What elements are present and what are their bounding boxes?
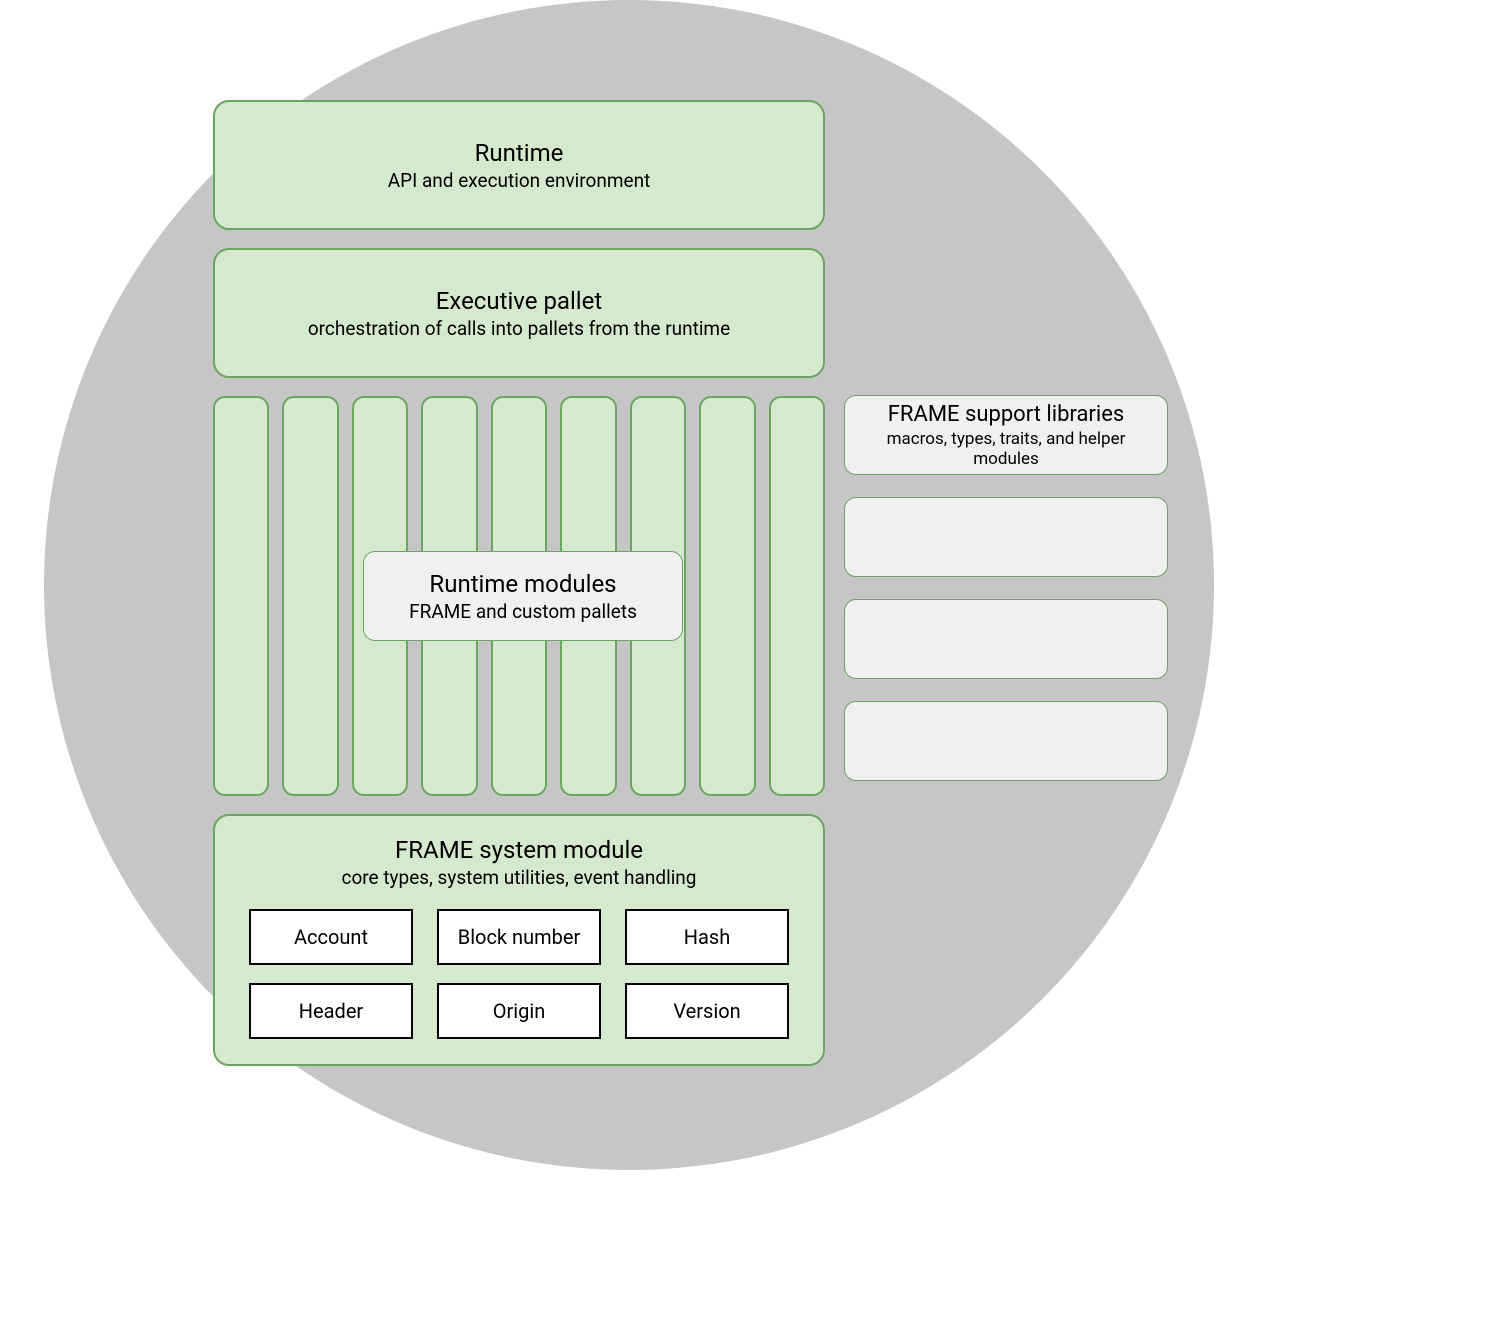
support-title: FRAME support libraries xyxy=(888,402,1125,427)
support-box xyxy=(844,599,1168,679)
support-box-main: FRAME support librariesmacros, types, tr… xyxy=(844,395,1168,475)
system-box: FRAME system module core types, system u… xyxy=(213,814,825,1066)
module-pillar xyxy=(213,396,269,796)
system-item: Origin xyxy=(437,983,601,1039)
support-subtitle: macros, types, traits, and helper module… xyxy=(857,429,1155,469)
modules-title: Runtime modules xyxy=(429,570,616,598)
system-item: Account xyxy=(249,909,413,965)
system-subtitle: core types, system utilities, event hand… xyxy=(342,866,697,889)
executive-title: Executive pallet xyxy=(436,287,602,315)
modules-subtitle: FRAME and custom pallets xyxy=(409,600,637,623)
system-title: FRAME system module xyxy=(395,836,643,864)
module-pillar xyxy=(282,396,338,796)
system-item: Header xyxy=(249,983,413,1039)
system-grid: Account Block number Hash Header Origin Versi… xyxy=(215,909,823,1067)
runtime-subtitle: API and execution environment xyxy=(388,169,651,192)
runtime-title: Runtime xyxy=(475,139,564,167)
system-item: Block number xyxy=(437,909,601,965)
system-item: Hash xyxy=(625,909,789,965)
runtime-box: Runtime API and execution environment xyxy=(213,100,825,230)
support-box xyxy=(844,701,1168,781)
modules-overlay: Runtime modules FRAME and custom pallets xyxy=(363,551,683,641)
module-pillar xyxy=(699,396,755,796)
support-box xyxy=(844,497,1168,577)
executive-box: Executive pallet orchestration of calls … xyxy=(213,248,825,378)
module-pillar xyxy=(769,396,825,796)
executive-subtitle: orchestration of calls into pallets from… xyxy=(308,317,730,340)
system-item: Version xyxy=(625,983,789,1039)
